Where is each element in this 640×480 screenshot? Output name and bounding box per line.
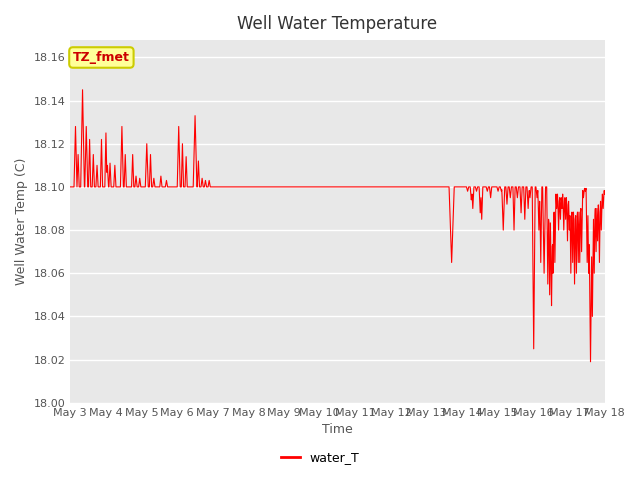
Y-axis label: Well Water Temp (C): Well Water Temp (C) <box>15 158 28 285</box>
Text: TZ_fmet: TZ_fmet <box>73 51 130 64</box>
Title: Well Water Temperature: Well Water Temperature <box>237 15 438 33</box>
X-axis label: Time: Time <box>322 423 353 436</box>
Legend: water_T: water_T <box>276 446 364 469</box>
